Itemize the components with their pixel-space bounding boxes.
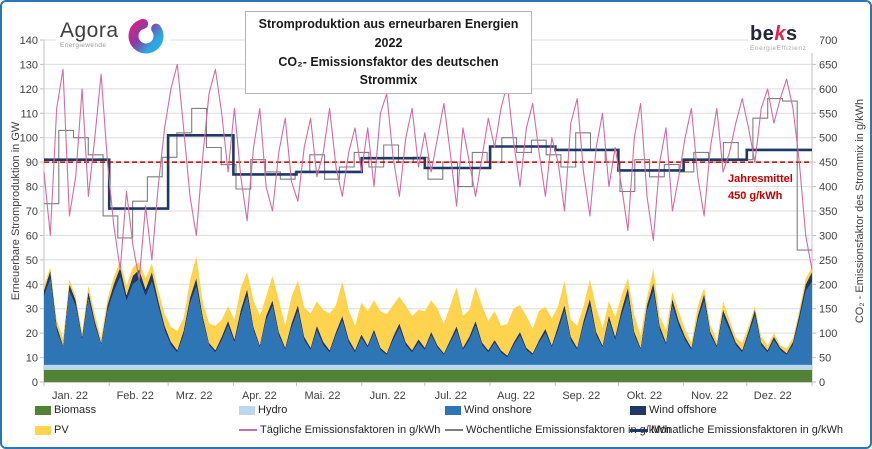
left-axis-tick-label: 70 [26, 206, 38, 218]
right-axis-tick-label: 200 [819, 279, 837, 291]
left-axis-tick-label: 110 [20, 108, 38, 120]
left-axis-tick-label: 20 [26, 328, 38, 340]
chart-title-line2: CO₂- Emissionsfaktor des deutschen Strom… [278, 54, 499, 88]
annual-mean-label: Jahresmittel [728, 173, 793, 185]
right-axis-tick-label: 400 [819, 182, 837, 194]
month-tick-label: Aug. 22 [497, 390, 535, 402]
month-tick-label: Feb. 22 [117, 390, 154, 402]
left-axis-tick-label: 40 [26, 279, 38, 291]
area-hydro [44, 364, 812, 370]
left-axis-tick-label: 100 [20, 133, 38, 145]
right-axis-tick-label: 450 [819, 157, 837, 169]
emission-lines-layer [43, 63, 813, 280]
left-axis-tick-label: 130 [20, 59, 38, 71]
left-axis-tick-label: 30 [26, 304, 38, 316]
right-axis-tick-label: 650 [819, 59, 837, 71]
month-tick-label: Jul. 22 [435, 390, 467, 402]
x-axis-layer [43, 382, 813, 386]
left-axis-tick-label: 90 [26, 157, 38, 169]
left-axis-tick-label: 0 [32, 377, 38, 389]
agora-logo-subtitle: Energiewende [60, 42, 107, 49]
right-axis-tick-label: 350 [819, 206, 837, 218]
beks-logo: beks EnergieEffizienz [748, 24, 820, 53]
month-tick-label: Dez. 22 [754, 390, 792, 402]
chart-title-line1: Stromproduktion aus erneurbaren Energien… [258, 17, 519, 50]
month-tick-label: Okt. 22 [627, 390, 662, 402]
month-tick-label: Mai. 22 [304, 390, 340, 402]
left-axis-tick-label: 10 [26, 353, 38, 365]
left-axis-tick-label: 140 [20, 35, 38, 47]
annual-mean-value: 450 g/kWh [728, 190, 783, 203]
month-tick-label: Apr. 22 [242, 390, 277, 402]
beks-logo-name: beks [750, 23, 798, 45]
agora-logo: Agora Energiewende [56, 18, 170, 56]
left-axis-tick-label: 120 [20, 84, 38, 96]
right-axis-tick-label: 300 [819, 230, 837, 242]
right-axis-title: CO₂ - Emissionsfaktor des Strommix in g/… [854, 98, 866, 324]
chart-title-box: Stromproduktion aus erneurbaren Energien… [245, 11, 532, 94]
area-wind-offshore [44, 267, 812, 358]
month-tick-label: Mrz. 22 [176, 390, 213, 402]
annual-mean-annotation: Jahresmittel 450 g/kWh [728, 171, 793, 205]
area-wind-onshore [44, 277, 812, 365]
agora-logo-name: Agora [60, 19, 119, 42]
month-tick-label: Nov. 22 [691, 390, 728, 402]
monthly-emissions-line [44, 134, 812, 210]
area-pv [44, 256, 812, 356]
right-axis-tick-label: 150 [819, 304, 837, 316]
month-tick-label: Jun. 22 [370, 390, 406, 402]
right-axis-tick-label: 600 [819, 84, 837, 96]
right-axis-tick-label: 0 [819, 377, 825, 389]
beks-k-glyph: k [774, 23, 786, 45]
right-axis-tick-label: 250 [819, 255, 837, 267]
month-tick-label: Sep. 22 [562, 390, 600, 402]
area-biomass [44, 369, 812, 382]
right-axis-tick-label: 100 [819, 328, 837, 340]
right-axis-tick-label: 550 [819, 108, 837, 120]
agora-ring-icon [128, 18, 164, 54]
left-axis-tick-label: 80 [26, 182, 38, 194]
daily-emissions-line [43, 63, 813, 280]
left-axis-tick-label: 50 [26, 255, 38, 267]
right-axis-tick-label: 50 [819, 353, 831, 365]
left-axis-tick-label: 60 [26, 230, 38, 242]
month-tick-label: Jan. 22 [52, 390, 88, 402]
stacked-area-layer [44, 256, 812, 382]
right-axis-tick-label: 500 [819, 133, 837, 145]
beks-logo-subtitle: EnergieEffizienz [750, 45, 807, 52]
left-axis-title: Erneuerbare Stromproduktion in GW [10, 121, 22, 301]
right-axis-tick-label: 700 [819, 35, 837, 47]
